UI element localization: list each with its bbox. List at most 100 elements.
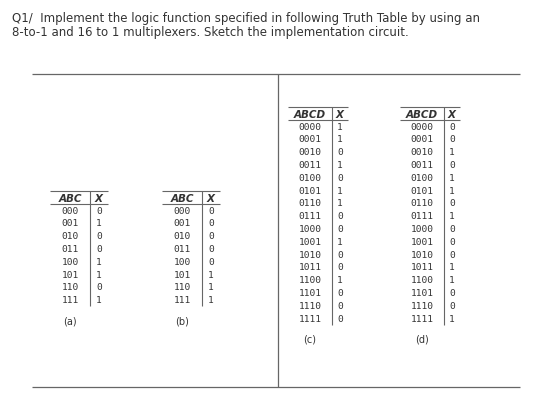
Text: 000: 000 bbox=[61, 206, 78, 215]
Text: 0: 0 bbox=[337, 263, 343, 272]
Text: 0: 0 bbox=[337, 301, 343, 310]
Text: 1: 1 bbox=[96, 219, 102, 228]
Text: 1: 1 bbox=[96, 270, 102, 279]
Text: 101: 101 bbox=[173, 270, 190, 279]
Text: 1: 1 bbox=[449, 173, 455, 182]
Text: ABCD: ABCD bbox=[294, 109, 326, 119]
Text: 1: 1 bbox=[337, 186, 343, 195]
Text: 0: 0 bbox=[208, 257, 214, 266]
Text: 1101: 1101 bbox=[411, 288, 433, 297]
Text: (d): (d) bbox=[415, 334, 429, 344]
Text: 1001: 1001 bbox=[411, 237, 433, 246]
Text: 1: 1 bbox=[208, 296, 214, 305]
Text: 1011: 1011 bbox=[299, 263, 321, 272]
Text: 0: 0 bbox=[96, 232, 102, 241]
Text: 011: 011 bbox=[61, 245, 78, 254]
Text: 0100: 0100 bbox=[299, 173, 321, 182]
Text: 1: 1 bbox=[337, 135, 343, 144]
Text: 0010: 0010 bbox=[411, 148, 433, 157]
Text: 1: 1 bbox=[337, 199, 343, 208]
Text: 0: 0 bbox=[449, 122, 455, 131]
Text: 0101: 0101 bbox=[299, 186, 321, 195]
Text: 1: 1 bbox=[96, 296, 102, 305]
Text: 1011: 1011 bbox=[411, 263, 433, 272]
Text: 0: 0 bbox=[449, 301, 455, 310]
Text: 1: 1 bbox=[449, 276, 455, 285]
Text: 0: 0 bbox=[337, 148, 343, 157]
Text: ABC: ABC bbox=[170, 193, 194, 203]
Text: 0111: 0111 bbox=[411, 212, 433, 221]
Text: X: X bbox=[95, 193, 103, 203]
Text: 1: 1 bbox=[337, 237, 343, 246]
Text: ABCD: ABCD bbox=[406, 109, 438, 119]
Text: 0: 0 bbox=[208, 232, 214, 241]
Text: 0: 0 bbox=[337, 173, 343, 182]
Text: 0: 0 bbox=[208, 219, 214, 228]
Text: 0: 0 bbox=[208, 206, 214, 215]
Text: 0: 0 bbox=[337, 212, 343, 221]
Text: 0: 0 bbox=[337, 224, 343, 234]
Text: X: X bbox=[336, 109, 344, 119]
Text: 1110: 1110 bbox=[411, 301, 433, 310]
Text: 110: 110 bbox=[61, 283, 78, 292]
Text: 0001: 0001 bbox=[299, 135, 321, 144]
Text: 1: 1 bbox=[449, 263, 455, 272]
Text: Q1/  Implement the logic function specified in following Truth Table by using an: Q1/ Implement the logic function specifi… bbox=[12, 12, 480, 25]
Text: 0: 0 bbox=[337, 250, 343, 259]
Text: 1010: 1010 bbox=[299, 250, 321, 259]
Text: 001: 001 bbox=[61, 219, 78, 228]
Text: 011: 011 bbox=[173, 245, 190, 254]
Text: 0000: 0000 bbox=[299, 122, 321, 131]
Text: 0110: 0110 bbox=[411, 199, 433, 208]
Text: 0: 0 bbox=[449, 250, 455, 259]
Text: (b): (b) bbox=[175, 315, 189, 325]
Text: 0001: 0001 bbox=[411, 135, 433, 144]
Text: 1: 1 bbox=[449, 314, 455, 323]
Text: 000: 000 bbox=[173, 206, 190, 215]
Text: 0111: 0111 bbox=[299, 212, 321, 221]
Text: 100: 100 bbox=[61, 257, 78, 266]
Text: 0011: 0011 bbox=[411, 161, 433, 170]
Text: 1001: 1001 bbox=[299, 237, 321, 246]
Text: ABC: ABC bbox=[59, 193, 82, 203]
Text: 110: 110 bbox=[173, 283, 190, 292]
Text: 0: 0 bbox=[96, 245, 102, 254]
Text: 0: 0 bbox=[208, 245, 214, 254]
Text: 0: 0 bbox=[449, 237, 455, 246]
Text: 1: 1 bbox=[337, 161, 343, 170]
Text: 0010: 0010 bbox=[299, 148, 321, 157]
Text: 010: 010 bbox=[173, 232, 190, 241]
Text: X: X bbox=[207, 193, 215, 203]
Text: 0: 0 bbox=[449, 224, 455, 234]
Text: 1: 1 bbox=[208, 270, 214, 279]
Text: 1000: 1000 bbox=[299, 224, 321, 234]
Text: (a): (a) bbox=[63, 315, 77, 325]
Text: 1: 1 bbox=[449, 212, 455, 221]
Text: 1111: 1111 bbox=[299, 314, 321, 323]
Text: 111: 111 bbox=[173, 296, 190, 305]
Text: (c): (c) bbox=[304, 334, 316, 344]
Text: 1: 1 bbox=[96, 257, 102, 266]
Text: 1100: 1100 bbox=[411, 276, 433, 285]
Text: 1010: 1010 bbox=[411, 250, 433, 259]
Text: 0011: 0011 bbox=[299, 161, 321, 170]
Text: 0000: 0000 bbox=[411, 122, 433, 131]
Text: 1: 1 bbox=[337, 122, 343, 131]
Text: 0100: 0100 bbox=[411, 173, 433, 182]
Text: 0: 0 bbox=[449, 135, 455, 144]
Text: 100: 100 bbox=[173, 257, 190, 266]
Text: 1: 1 bbox=[337, 276, 343, 285]
Text: 1: 1 bbox=[449, 148, 455, 157]
Text: 1000: 1000 bbox=[411, 224, 433, 234]
Text: 0110: 0110 bbox=[299, 199, 321, 208]
Text: 0: 0 bbox=[337, 288, 343, 297]
Text: 1111: 1111 bbox=[411, 314, 433, 323]
Text: 0101: 0101 bbox=[411, 186, 433, 195]
Text: 0: 0 bbox=[449, 199, 455, 208]
Text: X: X bbox=[448, 109, 456, 119]
Text: 0: 0 bbox=[337, 314, 343, 323]
Text: 0: 0 bbox=[96, 283, 102, 292]
Text: 8-to-1 and 16 to 1 multiplexers. Sketch the implementation circuit.: 8-to-1 and 16 to 1 multiplexers. Sketch … bbox=[12, 26, 408, 39]
Text: 0: 0 bbox=[449, 161, 455, 170]
Text: 1: 1 bbox=[449, 186, 455, 195]
